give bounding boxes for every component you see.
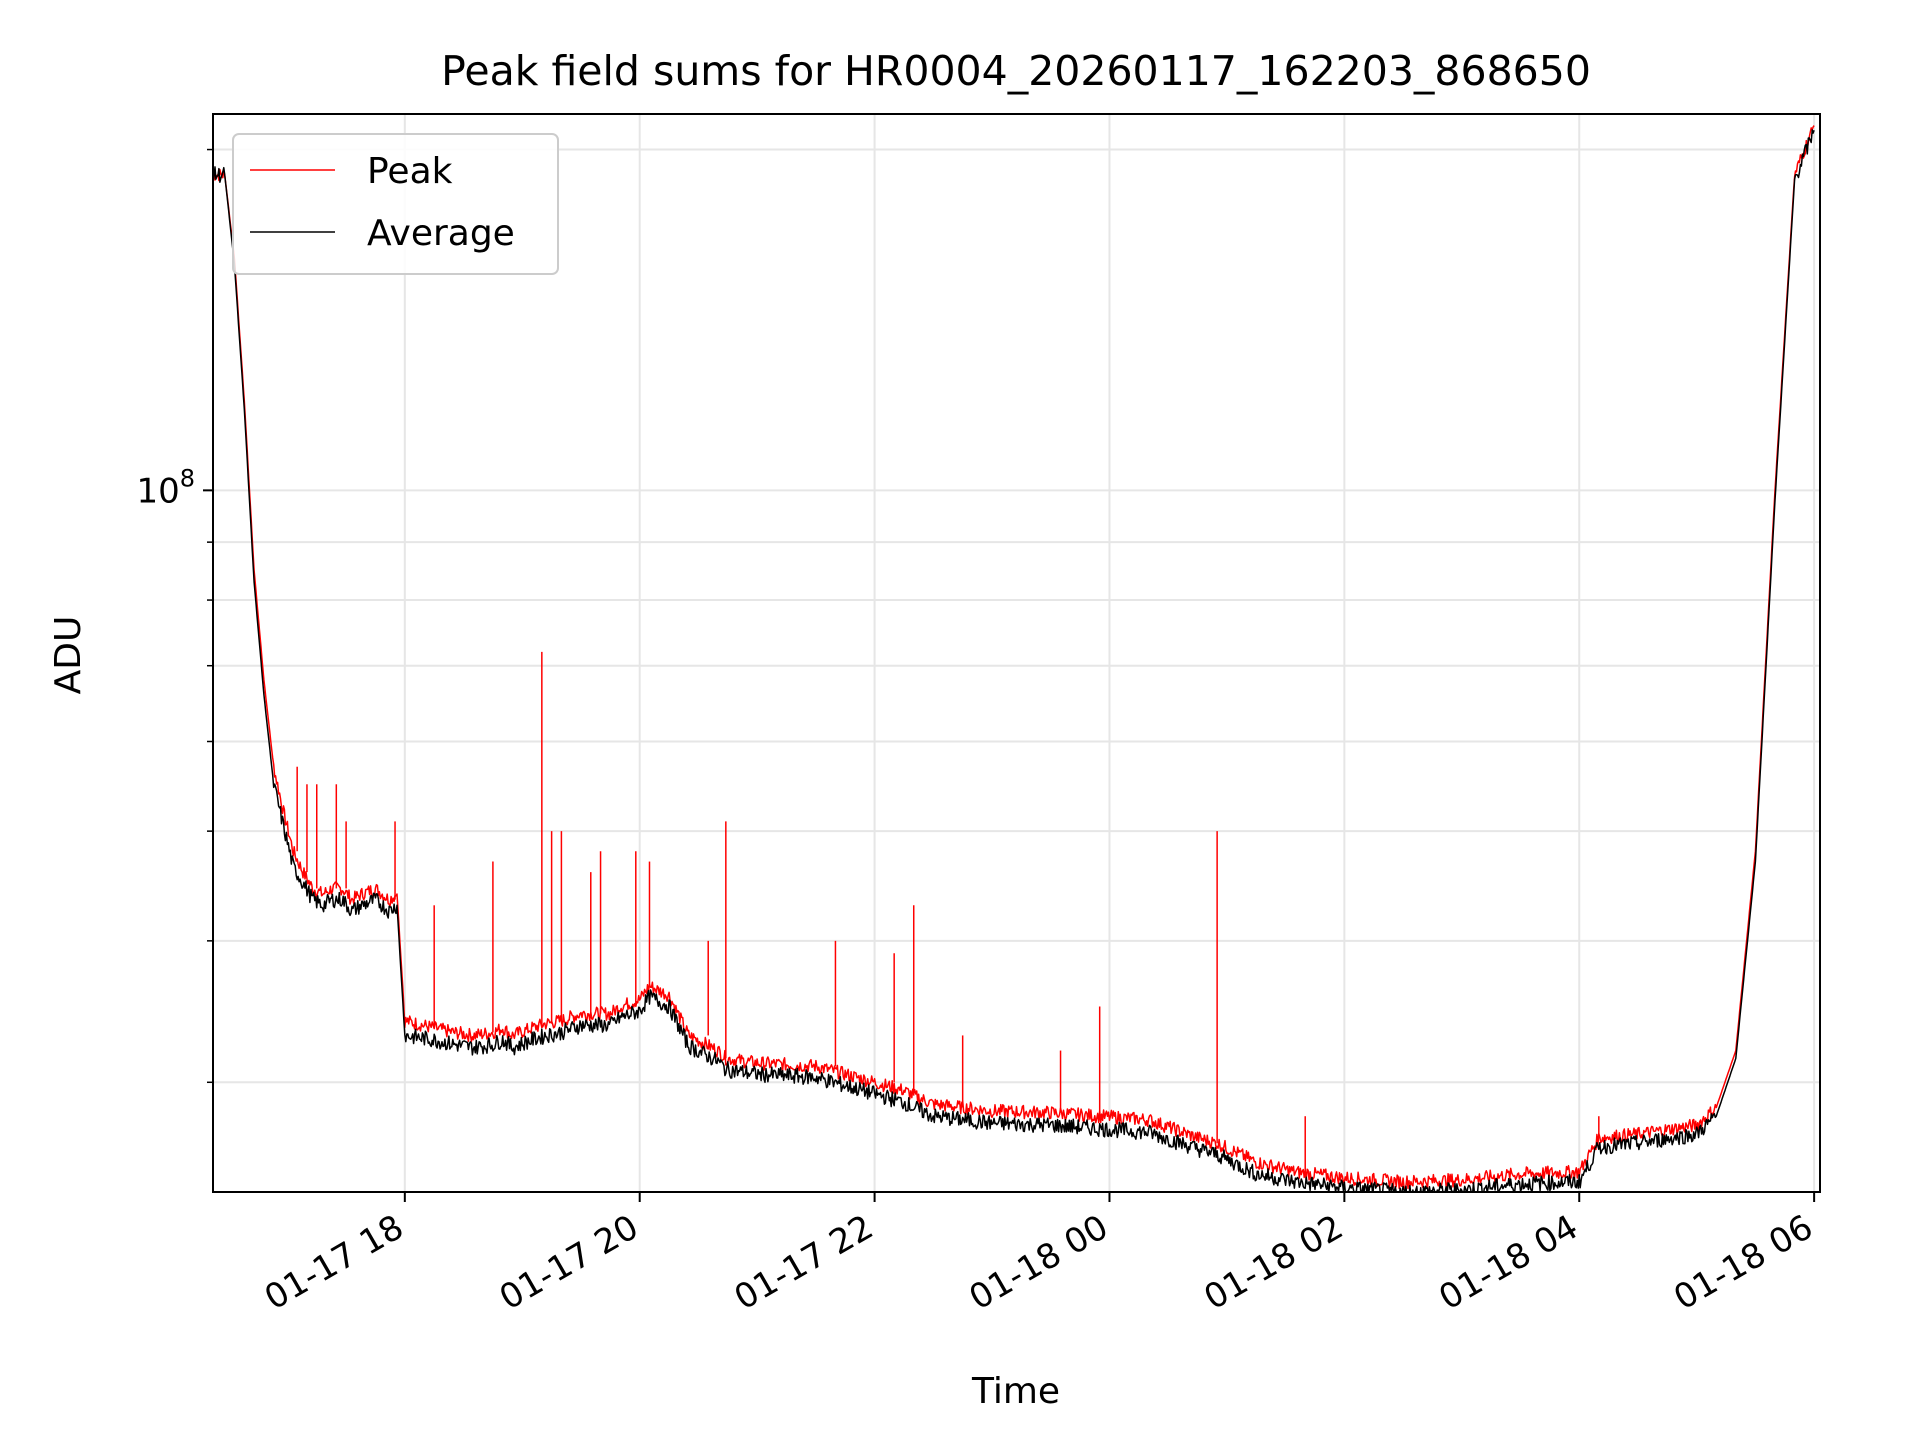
x-tick-label: 01-17 22 [728,1207,880,1318]
plot-frame [212,113,1821,1193]
y-tick-exponent: 8 [180,464,195,492]
x-tick-label: 01-17 18 [258,1207,410,1318]
peak-series-line [213,125,1815,1190]
y-axis-label: ADU [48,616,89,695]
chart-title: Peak field sums for HR0004_20260117_1622… [441,47,1591,95]
x-axis-label: Time [971,1371,1060,1412]
x-tick-label: 01-18 02 [1198,1207,1350,1318]
x-tick-label: 01-18 06 [1667,1207,1819,1318]
y-tick-label: 108 [136,464,195,511]
legend: Peak Average [232,133,559,275]
series-layer [213,125,1815,1192]
average-series-line [213,129,1815,1192]
x-tick-label: 01-17 20 [493,1207,645,1318]
x-axis-ticks: 01-17 18 01-17 20 01-17 22 01-18 00 01-18 02… [258,1192,1820,1318]
x-tick-label: 01-18 04 [1432,1207,1584,1318]
legend-average-label: Average [367,213,515,254]
legend-box [232,133,559,275]
grid [213,114,1820,1192]
x-tick-label: 01-18 00 [963,1207,1115,1318]
legend-peak-label: Peak [367,151,453,192]
y-axis-ticks: 108 [136,148,213,1084]
